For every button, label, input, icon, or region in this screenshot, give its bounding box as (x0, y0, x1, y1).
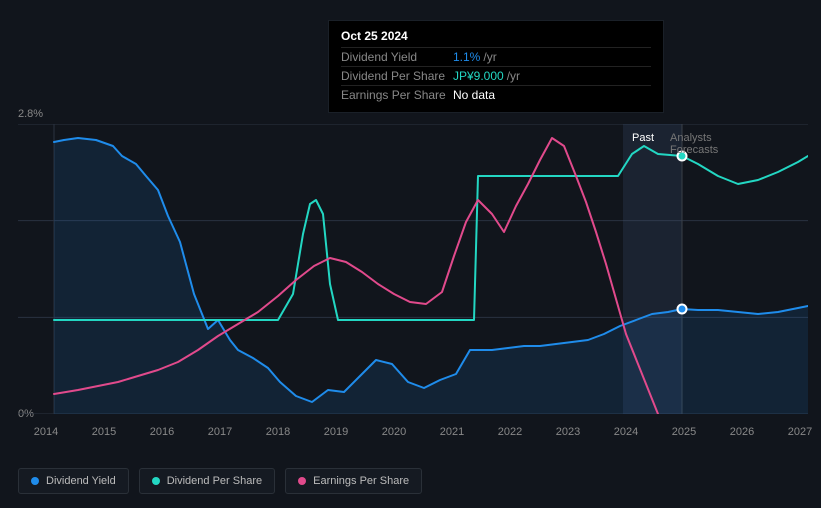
tooltip-value: JP¥9.000 (453, 69, 504, 83)
legend-dot-icon (298, 477, 306, 485)
x-tick: 2025 (672, 426, 696, 438)
legend-item-earnings-per-share[interactable]: Earnings Per Share (285, 468, 422, 494)
tooltip-row: Dividend Yield 1.1% /yr (341, 47, 651, 66)
past-label: Past (632, 132, 654, 144)
x-tick: 2026 (730, 426, 754, 438)
y-axis-max: 2.8% (18, 108, 43, 120)
tooltip-row: Earnings Per Share No data (341, 85, 651, 104)
x-tick: 2014 (34, 426, 58, 438)
tooltip-suffix: /yr (483, 50, 496, 64)
tooltip-value: No data (453, 88, 495, 102)
x-tick: 2024 (614, 426, 638, 438)
legend-item-dividend-per-share[interactable]: Dividend Per Share (139, 468, 275, 494)
x-tick: 2018 (266, 426, 290, 438)
tooltip-date: Oct 25 2024 (341, 29, 651, 43)
legend-label: Dividend Per Share (167, 475, 262, 487)
tooltip-value: 1.1% (453, 50, 480, 64)
x-tick: 2023 (556, 426, 580, 438)
legend-dot-icon (152, 477, 160, 485)
forecast-label: Analysts Forecasts (670, 132, 718, 156)
legend-label: Earnings Per Share (313, 475, 409, 487)
tooltip-label: Earnings Per Share (341, 88, 453, 102)
x-tick: 2019 (324, 426, 348, 438)
x-tick: 2021 (440, 426, 464, 438)
x-tick: 2016 (150, 426, 174, 438)
legend: Dividend Yield Dividend Per Share Earnin… (18, 468, 422, 494)
dividend-chart: Oct 25 2024 Dividend Yield 1.1% /yr Divi… (0, 0, 821, 508)
chart-plot-area[interactable] (18, 124, 808, 414)
tooltip-label: Dividend Yield (341, 50, 453, 64)
legend-dot-icon (31, 477, 39, 485)
chart-svg (18, 124, 808, 414)
tooltip-label: Dividend Per Share (341, 69, 453, 83)
x-tick: 2017 (208, 426, 232, 438)
x-tick: 2027 (788, 426, 812, 438)
chart-tooltip: Oct 25 2024 Dividend Yield 1.1% /yr Divi… (328, 20, 664, 113)
legend-item-dividend-yield[interactable]: Dividend Yield (18, 468, 129, 494)
x-tick: 2020 (382, 426, 406, 438)
tooltip-suffix: /yr (507, 69, 520, 83)
tooltip-row: Dividend Per Share JP¥9.000 /yr (341, 66, 651, 85)
legend-label: Dividend Yield (46, 475, 116, 487)
x-tick: 2022 (498, 426, 522, 438)
x-tick: 2015 (92, 426, 116, 438)
